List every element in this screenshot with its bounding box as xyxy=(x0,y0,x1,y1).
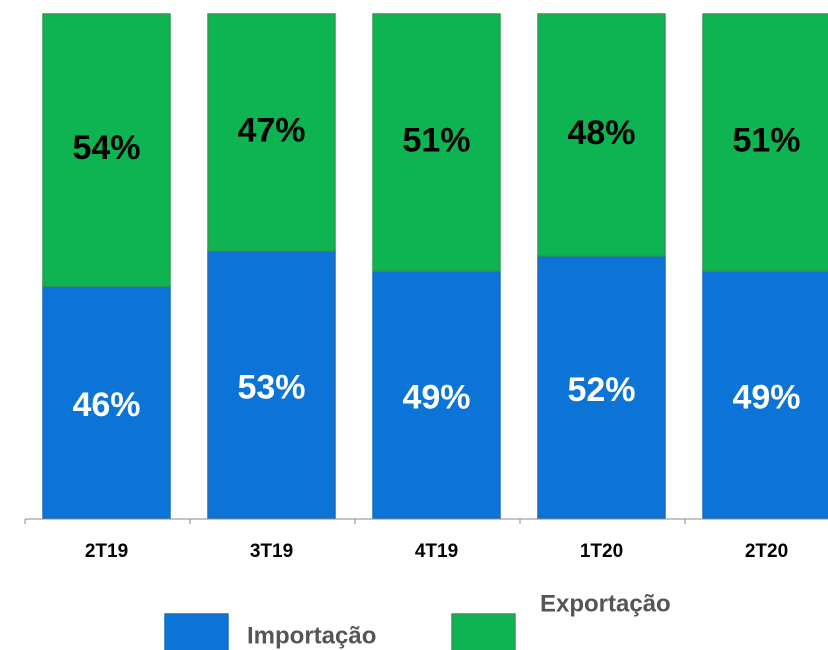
x-tick-label: 2T20 xyxy=(745,541,788,562)
value-label: 53% xyxy=(237,368,305,406)
x-tick-label: 1T20 xyxy=(580,541,623,562)
value-label: 47% xyxy=(237,111,305,149)
bar-segment xyxy=(42,13,171,287)
bar-segment xyxy=(702,270,828,519)
bar-segment xyxy=(207,13,336,252)
value-label: 46% xyxy=(72,386,140,424)
bar-segment xyxy=(372,13,501,272)
bar-segment xyxy=(702,13,828,272)
x-tick-label: 2T19 xyxy=(85,541,128,562)
bar-segment xyxy=(537,13,666,257)
legend-label: Importação xyxy=(247,622,376,649)
value-label: 49% xyxy=(402,379,470,417)
bar-segment xyxy=(537,255,666,519)
value-label: 51% xyxy=(402,122,470,160)
value-label: 52% xyxy=(567,371,635,409)
bar-segment xyxy=(372,270,501,519)
value-label: 49% xyxy=(732,379,800,417)
x-tick-label: 3T19 xyxy=(250,541,293,562)
legend-swatch xyxy=(164,613,229,650)
value-label: 51% xyxy=(732,122,800,160)
x-tick-label: 4T19 xyxy=(415,541,458,562)
bar-segment xyxy=(42,285,171,519)
value-label: 48% xyxy=(567,114,635,152)
legend-label: Exportação xyxy=(540,590,671,617)
value-label: 54% xyxy=(72,129,140,167)
legend-swatch xyxy=(451,613,516,650)
